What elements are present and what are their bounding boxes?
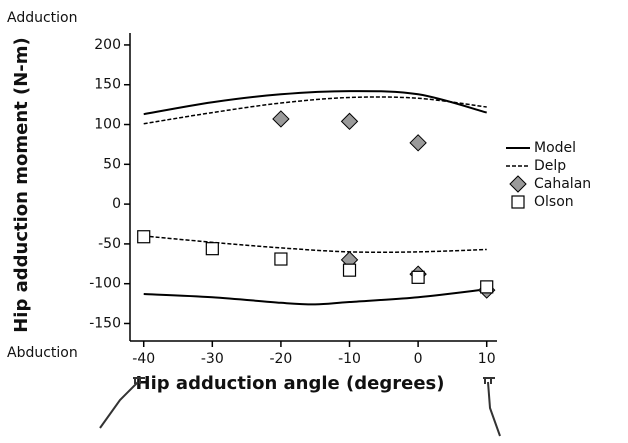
- square-marker: [274, 252, 288, 266]
- legend-label: Model: [534, 140, 576, 156]
- y-tick-label: 0: [112, 196, 121, 212]
- x-tick-label: 10: [478, 351, 496, 367]
- y-tick-label: -100: [89, 276, 121, 292]
- top-note: Adduction: [7, 10, 78, 26]
- x-tick-label: -40: [132, 351, 155, 367]
- x-tick-label: -20: [269, 351, 292, 367]
- legend-label: Olson: [534, 194, 574, 210]
- y-tick-label: 50: [103, 156, 121, 172]
- y-tick-label: 150: [94, 77, 121, 93]
- square-marker: [342, 263, 357, 277]
- y-tick-label: 200: [94, 37, 121, 53]
- x-tick-label: -10: [338, 351, 361, 367]
- bottom-note: Abduction: [7, 345, 78, 361]
- square-marker: [137, 230, 151, 244]
- square-marker: [411, 270, 425, 284]
- legend-label: Delp: [534, 158, 566, 174]
- square-marker: [205, 242, 219, 256]
- y-tick-label: 100: [94, 117, 121, 133]
- legend-label: Cahalan: [534, 176, 591, 192]
- line: [143, 288, 487, 306]
- y-tick-label: -50: [98, 236, 121, 252]
- y-tick-label: -150: [89, 315, 121, 331]
- square-marker: [480, 280, 494, 294]
- x-tick-label: -30: [201, 351, 224, 367]
- legend-marker: [511, 195, 525, 209]
- x-tick-label: 0: [414, 351, 423, 367]
- legend-marker: [509, 175, 527, 193]
- leg-icon-left: [99, 377, 145, 429]
- diamond-marker: [272, 110, 290, 128]
- line: [143, 90, 487, 116]
- diamond-marker: [409, 134, 427, 152]
- leg-icon-right: [483, 377, 501, 437]
- diamond-marker: [340, 112, 359, 131]
- line: [143, 96, 487, 125]
- x-axis-label: Hip adduction angle (degrees): [136, 373, 445, 394]
- line: [143, 235, 487, 254]
- y-axis-label: Hip adduction moment (N-m): [11, 37, 32, 333]
